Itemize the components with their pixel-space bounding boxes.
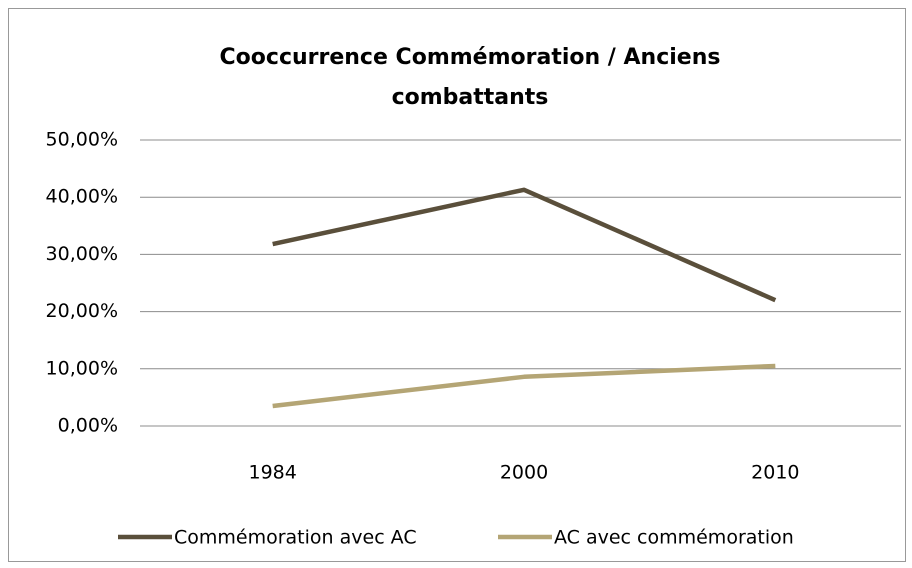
y-tick-label: 30,00% (46, 243, 118, 265)
x-tick-label: 2000 (500, 462, 548, 484)
line-series (272, 363, 776, 409)
chart-border (8, 8, 906, 562)
x-tick-label: 2010 (751, 462, 799, 484)
legend-label: AC avec commémoration (554, 527, 794, 549)
chart-title: Cooccurrence Commémoration / Anciens com… (219, 45, 721, 110)
legend-label: Commémoration avec AC (174, 527, 417, 549)
x-tick-label: 1984 (248, 462, 296, 484)
y-tick-label: 20,00% (46, 300, 118, 322)
y-tick-label: 50,00% (46, 129, 118, 151)
y-tick-label: 40,00% (46, 186, 118, 208)
line-series (272, 187, 777, 303)
y-tick-label: 10,00% (46, 357, 118, 379)
y-tick-label: 0,00% (58, 415, 118, 437)
